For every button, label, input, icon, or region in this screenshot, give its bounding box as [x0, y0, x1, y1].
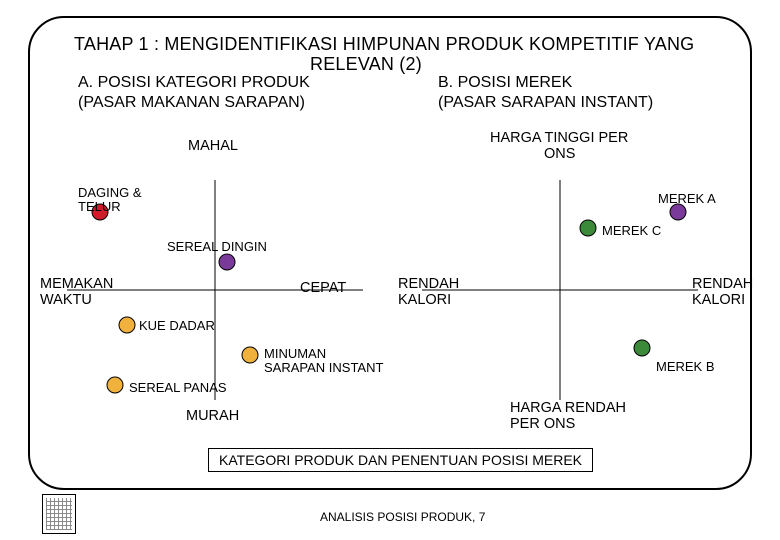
footer-text: ANALISIS POSISI PRODUK, 7 [320, 510, 485, 524]
chart-right-point-label-2: MEREK B [656, 360, 715, 374]
chart-right-point-2 [634, 340, 650, 356]
chart-right-point-label-0: MEREK C [602, 224, 661, 238]
chart-right-point-0 [580, 220, 596, 236]
banner: KATEGORI PRODUK DAN PENENTUAN POSISI MER… [208, 448, 593, 472]
publisher-logo-icon [42, 494, 76, 534]
slide: TAHAP 1 : MENGIDENTIFIKASI HIMPUNAN PROD… [0, 0, 780, 540]
chart-right-point-label-1: MEREK A [658, 192, 716, 206]
chart-right-point-1 [670, 204, 686, 220]
